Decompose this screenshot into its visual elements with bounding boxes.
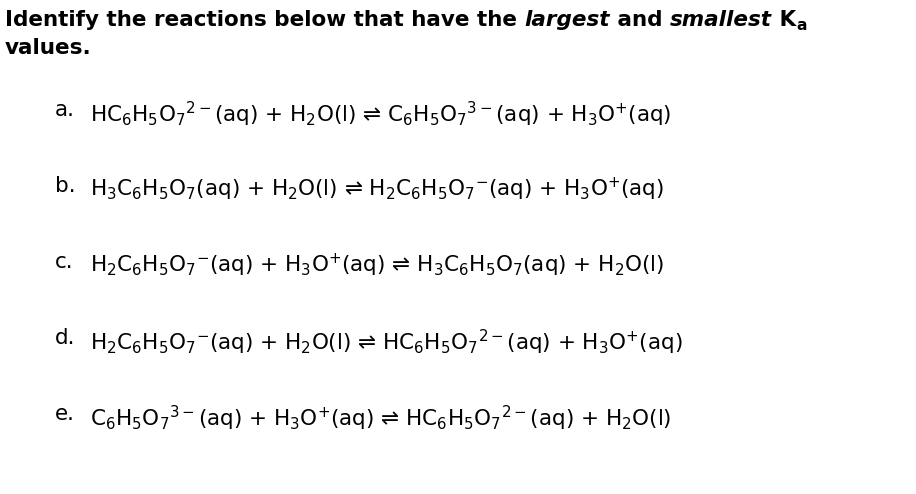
Text: H$_{3}$C$_{6}$H$_{5}$O$_{7}$(aq) + H$_{2}$O(l) ⇌ H$_{2}$C$_{6}$H$_{5}$O$_{7}$$^{: H$_{3}$C$_{6}$H$_{5}$O$_{7}$(aq) + H$_{2… xyxy=(90,176,664,204)
Text: a: a xyxy=(796,18,807,33)
Text: K: K xyxy=(772,10,796,30)
Text: H$_{2}$C$_{6}$H$_{5}$O$_{7}$$^{-}$(aq) + H$_{2}$O(l) ⇌ HC$_{6}$H$_{5}$O$_{7}$$^{: H$_{2}$C$_{6}$H$_{5}$O$_{7}$$^{-}$(aq) +… xyxy=(90,328,682,357)
Text: c.: c. xyxy=(55,252,73,272)
Text: HC$_{6}$H$_{5}$O$_{7}$$^{2-}$(aq) + H$_{2}$O(l) ⇌ C$_{6}$H$_{5}$O$_{7}$$^{3-}$(a: HC$_{6}$H$_{5}$O$_{7}$$^{2-}$(aq) + H$_{… xyxy=(90,100,671,129)
Text: and: and xyxy=(610,10,670,30)
Text: smallest: smallest xyxy=(670,10,772,30)
Text: e.: e. xyxy=(55,404,75,424)
Text: a.: a. xyxy=(55,100,75,120)
Text: largest: largest xyxy=(525,10,610,30)
Text: H$_{2}$C$_{6}$H$_{5}$O$_{7}$$^{-}$(aq) + H$_{3}$O$^{+}$(aq) ⇌ H$_{3}$C$_{6}$H$_{: H$_{2}$C$_{6}$H$_{5}$O$_{7}$$^{-}$(aq) +… xyxy=(90,252,664,279)
Text: Identify the reactions below that have the: Identify the reactions below that have t… xyxy=(5,10,525,30)
Text: C$_{6}$H$_{5}$O$_{7}$$^{3-}$(aq) + H$_{3}$O$^{+}$(aq) ⇌ HC$_{6}$H$_{5}$O$_{7}$$^: C$_{6}$H$_{5}$O$_{7}$$^{3-}$(aq) + H$_{3… xyxy=(90,404,671,433)
Text: values.: values. xyxy=(5,38,92,58)
Text: b.: b. xyxy=(55,176,76,196)
Text: d.: d. xyxy=(55,328,75,348)
